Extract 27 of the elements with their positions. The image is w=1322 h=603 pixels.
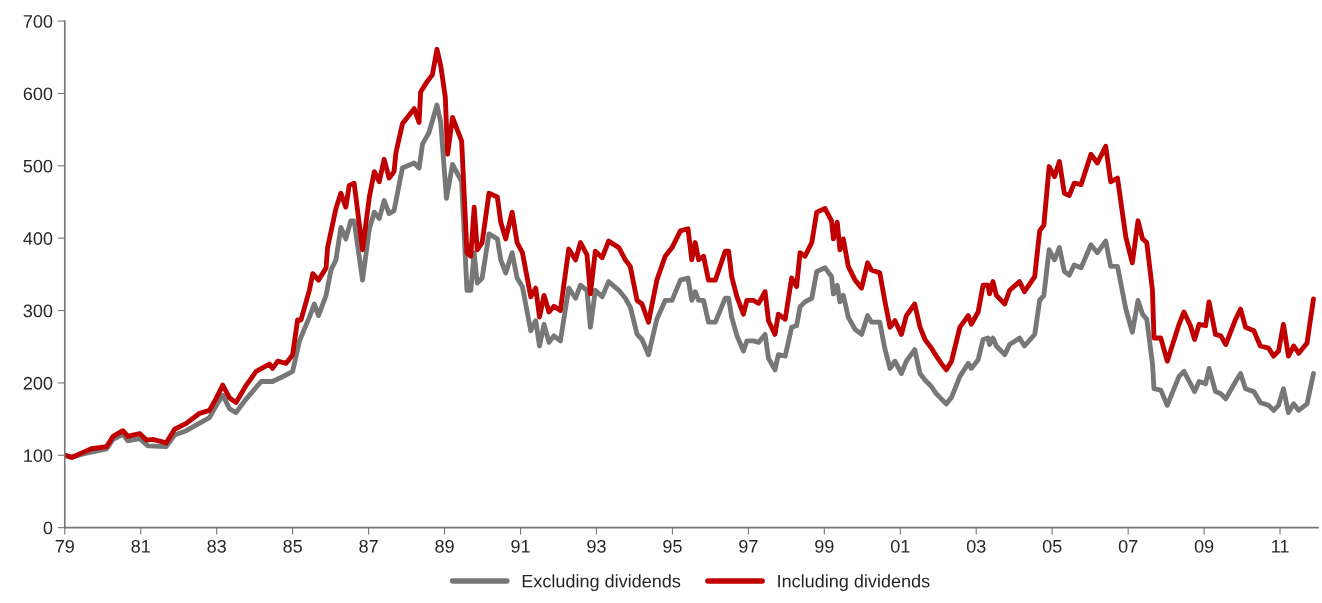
x-tick-label: 91 (511, 539, 530, 553)
x-tick-label: 79 (55, 539, 74, 553)
x-tick-label: 01 (890, 539, 910, 553)
y-tick-label: 400 (23, 232, 53, 245)
legend-label: Including dividends (778, 574, 930, 592)
y-tick-label: 200 (23, 376, 53, 390)
x-tick-label: 93 (587, 539, 606, 553)
x-tick-label: 11 (1272, 540, 1289, 553)
y-tick-label: 500 (23, 159, 53, 173)
x-tick-label: 07 (1118, 539, 1138, 553)
y-tick-label: 0 (43, 521, 53, 535)
y-tick-label: 600 (23, 87, 53, 101)
legend-label: Excluding dividends (522, 574, 681, 592)
y-tick-label: 100 (24, 449, 53, 462)
y-tick-label: 700 (23, 15, 53, 28)
x-tick-label: 99 (815, 539, 834, 553)
x-tick-label: 05 (1042, 539, 1062, 553)
x-tick-label: 83 (207, 539, 226, 553)
x-tick-label: 03 (966, 539, 986, 553)
x-tick-label: 97 (739, 539, 758, 553)
x-tick-label: 87 (359, 539, 378, 553)
y-tick-label: 300 (23, 304, 53, 318)
x-tick-label: 85 (283, 539, 302, 553)
x-tick-label: 81 (131, 539, 150, 553)
x-tick-label: 89 (435, 539, 454, 553)
x-tick-label: 95 (663, 539, 682, 553)
x-tick-label: 09 (1194, 539, 1214, 553)
